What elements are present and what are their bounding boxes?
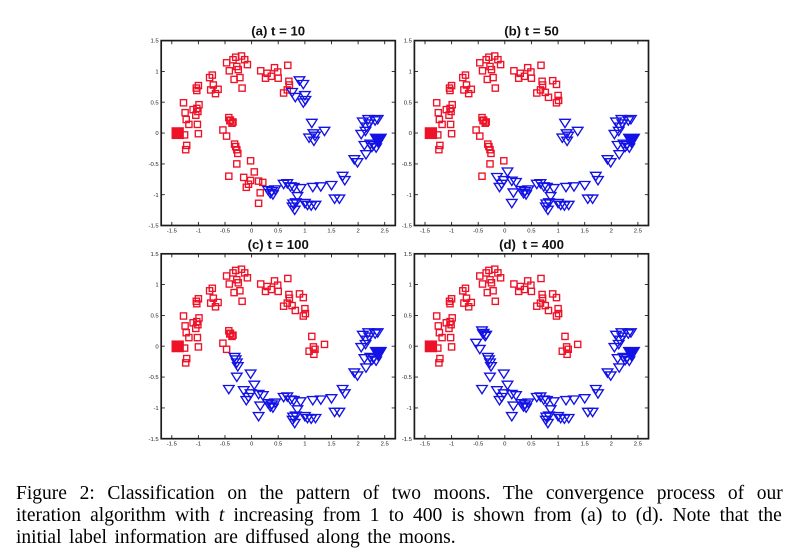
- svg-text:-1: -1: [196, 442, 201, 448]
- svg-text:-0.5: -0.5: [402, 375, 413, 381]
- svg-text:0.5: 0.5: [527, 229, 536, 235]
- svg-text:0: 0: [503, 229, 507, 235]
- svg-text:-0.5: -0.5: [402, 162, 413, 168]
- svg-text:0: 0: [409, 344, 413, 350]
- svg-text:-0.5: -0.5: [220, 229, 231, 235]
- svg-text:0.5: 0.5: [274, 229, 283, 235]
- svg-text:0: 0: [155, 344, 159, 350]
- svg-text:-1.5: -1.5: [420, 442, 431, 448]
- svg-text:-0.5: -0.5: [220, 442, 231, 448]
- svg-text:2: 2: [356, 442, 359, 448]
- svg-text:1.5: 1.5: [404, 252, 413, 258]
- svg-text:-1: -1: [196, 229, 201, 235]
- svg-text:-1.5: -1.5: [149, 224, 160, 230]
- svg-text:1: 1: [409, 70, 412, 76]
- svg-text:-1: -1: [449, 442, 454, 448]
- svg-text:-1: -1: [407, 406, 412, 412]
- svg-text:-1: -1: [153, 193, 158, 199]
- svg-text:1.5: 1.5: [327, 229, 336, 235]
- svg-text:2.5: 2.5: [381, 442, 390, 448]
- svg-text:1.5: 1.5: [150, 252, 159, 258]
- svg-text:2: 2: [610, 442, 613, 448]
- svg-text:-1.5: -1.5: [167, 442, 178, 448]
- svg-text:1: 1: [556, 229, 559, 235]
- svg-text:0.5: 0.5: [150, 100, 159, 106]
- svg-text:1.5: 1.5: [581, 442, 590, 448]
- svg-text:0: 0: [503, 442, 507, 448]
- svg-text:-1.5: -1.5: [420, 229, 431, 235]
- svg-text:1: 1: [556, 442, 559, 448]
- svg-text:2.5: 2.5: [634, 229, 643, 235]
- svg-text:(a) t = 10: (a) t = 10: [251, 24, 305, 39]
- svg-text:-0.5: -0.5: [149, 375, 160, 381]
- svg-text:0.5: 0.5: [404, 314, 413, 320]
- svg-text:-0.5: -0.5: [473, 442, 484, 448]
- svg-text:-1.5: -1.5: [402, 437, 413, 443]
- svg-text:1: 1: [303, 229, 306, 235]
- svg-text:(b) t = 50: (b) t = 50: [504, 24, 559, 39]
- svg-text:-0.5: -0.5: [473, 229, 484, 235]
- svg-text:2.5: 2.5: [634, 442, 643, 448]
- svg-text:0.5: 0.5: [527, 442, 536, 448]
- svg-text:0: 0: [409, 131, 413, 137]
- svg-text:(d) t = 400: (d) t = 400: [499, 237, 564, 252]
- svg-text:0: 0: [250, 229, 254, 235]
- svg-text:-1: -1: [449, 229, 454, 235]
- svg-text:0.5: 0.5: [150, 314, 159, 320]
- svg-text:1.5: 1.5: [404, 39, 413, 45]
- svg-text:1.5: 1.5: [581, 229, 590, 235]
- svg-text:0: 0: [155, 131, 159, 137]
- svg-text:0: 0: [250, 442, 254, 448]
- svg-text:1: 1: [409, 283, 412, 289]
- svg-text:1.5: 1.5: [327, 442, 336, 448]
- svg-text:0.5: 0.5: [274, 442, 283, 448]
- svg-text:2: 2: [610, 229, 613, 235]
- svg-text:-1.5: -1.5: [167, 229, 178, 235]
- svg-text:2: 2: [356, 229, 359, 235]
- svg-text:2.5: 2.5: [381, 229, 390, 235]
- svg-text:(c) t = 100: (c) t = 100: [248, 237, 309, 252]
- svg-text:1.5: 1.5: [150, 39, 159, 45]
- svg-text:-1: -1: [153, 406, 158, 412]
- svg-text:1: 1: [303, 442, 306, 448]
- svg-text:1: 1: [155, 70, 158, 76]
- svg-text:-1.5: -1.5: [149, 437, 160, 443]
- svg-text:-1: -1: [407, 193, 412, 199]
- svg-text:0.5: 0.5: [404, 100, 413, 106]
- svg-text:-0.5: -0.5: [149, 162, 160, 168]
- svg-text:-1.5: -1.5: [402, 224, 413, 230]
- svg-text:1: 1: [155, 283, 158, 289]
